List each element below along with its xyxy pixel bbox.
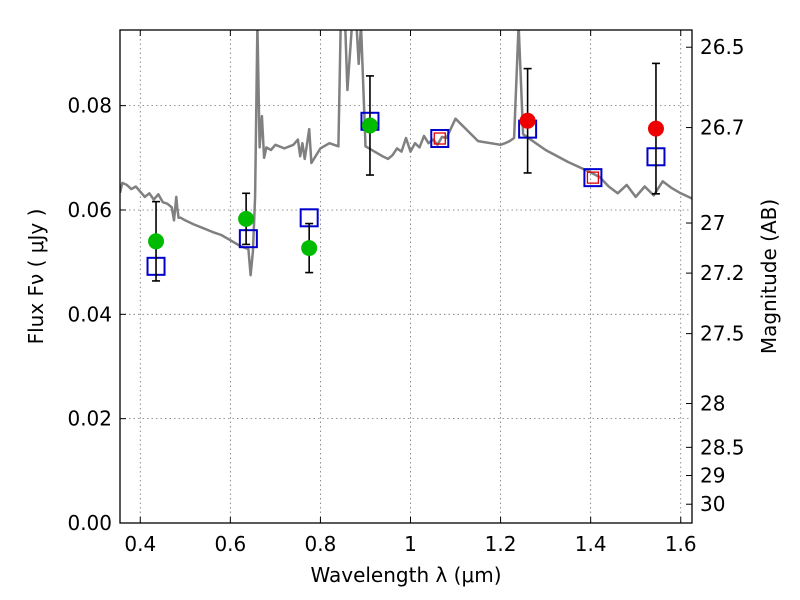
x-tick-label: 1.4 — [575, 532, 607, 556]
observed-point — [361, 117, 378, 134]
plot-frame — [119, 29, 693, 524]
model-box — [583, 168, 603, 188]
x-tick-label: 1.6 — [665, 532, 697, 556]
y2-tick-label: 28.5 — [700, 435, 745, 459]
x-tick-label: 0.6 — [214, 532, 246, 556]
x-tick-label: 0.4 — [124, 532, 156, 556]
y2-tick-label: 26.5 — [700, 35, 745, 59]
y2-tick-label: 27.2 — [700, 261, 745, 285]
y-tick-label: 0.02 — [67, 407, 112, 431]
grid — [120, 30, 692, 523]
y2-tick-label: 29 — [700, 464, 725, 488]
observed-point — [647, 120, 664, 137]
observed-point — [301, 240, 318, 257]
y2-tick-label: 27.5 — [700, 322, 745, 346]
y2-tick-label: 26.7 — [700, 116, 745, 140]
y-tick-label: 0.06 — [67, 198, 112, 222]
model-box — [238, 229, 258, 249]
model-box — [430, 129, 450, 149]
x-axis-title: Wavelength λ (μm) — [310, 563, 501, 587]
model-box-inner — [586, 171, 600, 184]
model-box-inner — [433, 132, 446, 145]
spectrum-series — [120, 30, 692, 277]
axis-ticks: 0.4 0.6 0.8 1 1.2 1.4 1.6 0.00 0.02 0.04 0.06 0.08 2… — [67, 30, 745, 556]
x-tick-label: 1 — [404, 532, 417, 556]
y-tick-label: 0.00 — [67, 511, 112, 535]
observed-point — [519, 112, 536, 129]
x-tick-label: 1.2 — [485, 532, 517, 556]
observed-point — [238, 210, 255, 227]
y2-tick-label: 30 — [700, 492, 725, 516]
y2-tick-label: 27 — [700, 211, 725, 235]
data-points — [146, 62, 666, 282]
y-tick-label: 0.08 — [67, 94, 112, 118]
y-axis-title: Flux Fν ( μJy ) — [24, 209, 48, 345]
y-tick-label: 0.04 — [67, 302, 112, 326]
observed-point — [148, 233, 165, 250]
y2-axis-title: Magnitude (AB) — [757, 199, 781, 354]
y2-tick-label: 28 — [700, 392, 725, 416]
spectrum-line — [120, 30, 692, 277]
x-tick-label: 0.8 — [305, 532, 337, 556]
